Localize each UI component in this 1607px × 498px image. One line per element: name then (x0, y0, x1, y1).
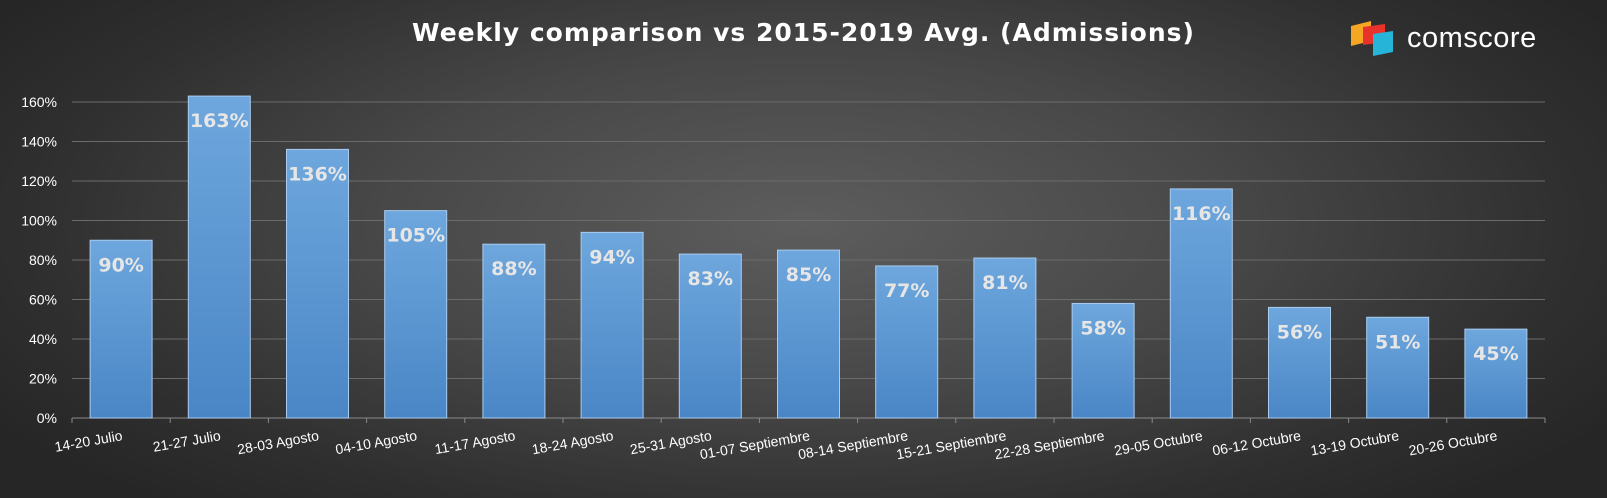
brand-name: comscore (1407, 21, 1537, 54)
bar (777, 249, 840, 419)
bar (580, 231, 644, 419)
data-label: 45% (1473, 343, 1518, 365)
y-tick-label: 40% (29, 331, 57, 347)
x-tick-label: 14-20 Julio (53, 427, 123, 455)
data-label: 105% (386, 225, 445, 247)
data-label: 83% (688, 268, 733, 290)
bar (1169, 188, 1233, 419)
y-tick-label: 0% (37, 410, 57, 426)
data-label: 116% (1172, 203, 1231, 225)
y-tick-label: 120% (21, 173, 57, 189)
y-tick-label: 160% (21, 94, 57, 110)
y-tick-label: 80% (29, 252, 57, 268)
data-label: 85% (786, 264, 831, 286)
y-tick-label: 20% (29, 371, 57, 387)
data-label: 88% (491, 258, 536, 280)
bar (1464, 328, 1528, 419)
bar (187, 95, 251, 419)
data-label: 163% (190, 110, 249, 132)
x-tick-label: 21-27 Julio (152, 427, 222, 455)
data-label: 81% (982, 272, 1027, 294)
x-tick-label: 08-14 Septiembre (797, 427, 910, 462)
data-label: 94% (589, 246, 634, 268)
bar (1268, 306, 1331, 419)
x-tick-label: 13-19 Octubre (1309, 427, 1400, 458)
bar (89, 239, 153, 419)
x-tick-label: 01-07 Septiembre (699, 427, 812, 462)
data-label: 58% (1080, 317, 1125, 339)
data-label: 77% (884, 280, 929, 302)
x-tick-label: 18-24 Agosto (531, 427, 615, 457)
y-tick-label: 140% (21, 134, 57, 150)
x-tick-label: 04-10 Agosto (334, 427, 418, 457)
x-tick-label: 20-26 Octubre (1408, 427, 1499, 458)
data-label: 90% (98, 254, 143, 276)
data-label: 56% (1277, 321, 1322, 343)
x-tick-label: 22-28 Septiembre (993, 427, 1106, 462)
x-tick-label: 29-05 Octubre (1113, 427, 1204, 458)
x-tick-label: 06-12 Octubre (1211, 427, 1302, 458)
y-axis: 0% 20% 40% 60% 80% 100% 120% 140% 160% (21, 94, 57, 426)
comscore-logo: comscore (1351, 16, 1537, 60)
data-labels: 90% 163% 136% 105% 88% 94% 83% 85% 77% 81% 58% 116%… (98, 110, 1518, 365)
bars (89, 95, 1528, 419)
comscore-logo-icon (1351, 21, 1393, 56)
x-tick-label: 28-03 Agosto (236, 427, 320, 457)
x-tick-label: 15-21 Septiembre (895, 427, 1008, 462)
data-label: 136% (288, 163, 347, 185)
y-tick-label: 60% (29, 292, 57, 308)
bar (1071, 302, 1135, 419)
bar (973, 257, 1037, 419)
bar (286, 148, 349, 419)
bar (384, 210, 448, 419)
x-axis: 14-20 Julio 21-27 Julio 28-03 Agosto 04-10 … (53, 418, 1546, 462)
bar (875, 265, 939, 419)
x-tick-label: 11-17 Agosto (433, 427, 516, 457)
bar (678, 253, 742, 419)
y-tick-label: 100% (21, 213, 57, 229)
bar (1366, 316, 1430, 419)
bar (482, 243, 546, 419)
data-label: 51% (1375, 331, 1420, 353)
chart-title: Weekly comparison vs 2015-2019 Avg. (Adm… (412, 18, 1195, 47)
